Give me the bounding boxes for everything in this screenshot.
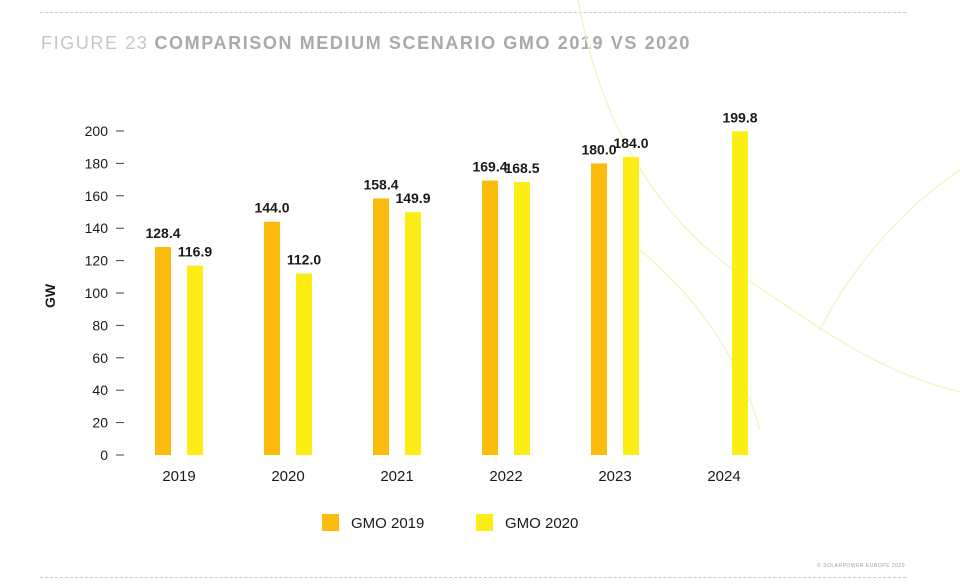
top-divider [40,12,906,13]
y-tick-label: 100 [85,285,109,301]
bar-gmo-2019-2023 [591,163,607,455]
data-label-gmo-2020-2024: 199.8 [722,109,757,125]
x-tick-label-2019: 2019 [162,468,195,485]
y-tick-label: 200 [85,123,109,139]
y-axis-label: GW [42,283,58,308]
bar-gmo-2020-2021 [405,212,421,455]
x-tick-labels: 2019 2020 2021 2022 2023 2024 [162,468,740,485]
data-label-gmo-2020-2022: 168.5 [504,160,539,176]
bar-gmo-2020-2019 [187,265,203,455]
bottom-divider [40,577,906,578]
bar-gmo-2019-2019 [155,246,171,455]
y-tick-label: 60 [92,350,108,366]
legend-swatch-gmo-2019 [322,514,339,531]
x-tick-label-2023: 2023 [598,468,631,485]
figure-title-text: COMPARISON MEDIUM SCENARIO GMO 2019 VS 2… [154,33,692,53]
figure-title: FIGURE 23 COMPARISON MEDIUM SCENARIO GMO … [41,33,691,54]
bar-gmo-2020-2022 [514,182,530,455]
y-tick-label: 160 [85,188,109,204]
legend-label-gmo-2019: GMO 2019 [351,515,424,532]
y-tick-label: 20 [92,415,108,431]
data-label-gmo-2019-2022: 169.4 [472,159,507,175]
y-axis: 0 20 40 60 80 100 120 140 160 180 200 [85,123,124,463]
x-tick-label-2022: 2022 [489,468,522,485]
bar-gmo-2020-2023 [623,156,639,456]
data-label-gmo-2020-2021: 149.9 [395,190,430,206]
x-tick-label-2021: 2021 [380,468,413,485]
bar-gmo-2019-2020 [264,221,280,455]
data-label-gmo-2019-2021: 158.4 [363,176,398,192]
data-label-gmo-2019-2019: 128.4 [145,225,180,241]
y-tick-label: 180 [85,155,109,171]
y-tick-label: 0 [100,447,108,463]
copyright-note: © SOLARPOWER EUROPE 2020 [817,563,905,569]
y-tick-label: 140 [85,220,109,236]
legend-swatch-gmo-2020 [476,514,493,531]
x-tick-label-2020: 2020 [271,468,304,485]
legend-label-gmo-2020: GMO 2020 [505,515,578,532]
data-label-gmo-2020-2023: 184.0 [613,135,648,151]
bar-gmo-2019-2021 [373,198,389,455]
bar-gmo-2020-2020 [296,273,312,455]
y-tick-label: 120 [85,253,109,269]
x-tick-label-2024: 2024 [707,468,740,485]
data-label-gmo-2020-2020: 112.0 [287,252,321,268]
figure-number: FIGURE 23 [41,33,149,53]
y-tick-label: 40 [92,382,108,398]
data-label-gmo-2019-2020: 144.0 [254,200,289,216]
y-tick-label: 80 [92,317,108,333]
data-label-gmo-2020-2019: 116.9 [178,244,212,260]
bar-gmo-2020-2024 [732,131,748,455]
data-label-gmo-2019-2023: 180.0 [581,141,616,157]
bar-gmo-2019-2022 [482,180,498,455]
legend: GMO 2019 GMO 2020 [322,514,578,532]
